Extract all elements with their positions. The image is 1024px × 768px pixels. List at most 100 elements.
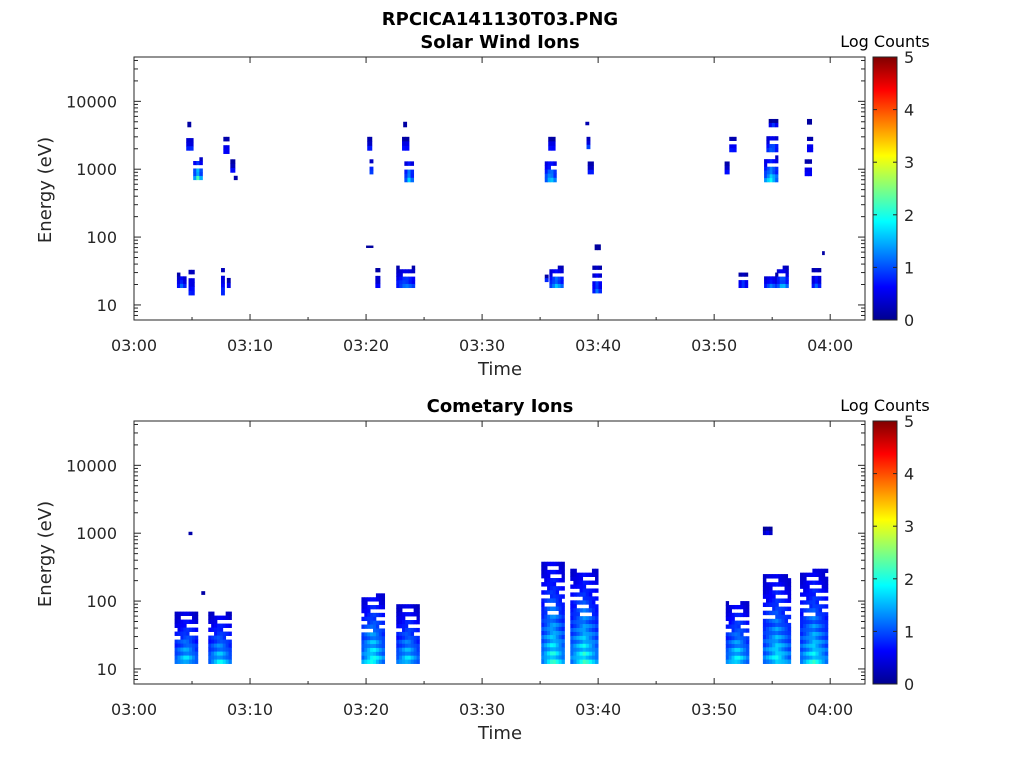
heatmap-cell: [731, 616, 735, 622]
heatmap-cell: [219, 635, 224, 640]
heatmap-cell: [550, 161, 554, 166]
heatmap-cell: [595, 655, 599, 661]
heatmap-cell: [775, 155, 779, 160]
heatmap-cell: [561, 573, 565, 579]
heatmap-cell: [180, 635, 184, 640]
x-tick-label: 03:40: [575, 336, 621, 355]
heatmap-cell: [407, 612, 412, 617]
heatmap-cell: [579, 588, 584, 593]
heatmap-cell: [370, 659, 374, 664]
heatmap-cell: [404, 623, 409, 629]
heatmap-cell: [582, 592, 587, 597]
heatmap-cell: [579, 608, 584, 613]
heatmap-cell: [579, 584, 584, 589]
heatmap-cell: [552, 651, 557, 656]
heatmap-cell: [405, 269, 409, 274]
heatmap-cell: [743, 620, 747, 625]
heatmap-cell: [367, 620, 371, 625]
heatmap-cell: [772, 276, 776, 281]
heatmap-cell: [740, 655, 744, 661]
heatmap-cell: [541, 626, 545, 632]
x-axis-label: Time: [477, 723, 522, 744]
heatmap-cell: [373, 632, 377, 637]
heatmap-cell: [821, 631, 826, 637]
heatmap-cell: [781, 655, 785, 660]
heatmap-cell: [364, 624, 368, 629]
heatmap-cell: [588, 572, 593, 577]
heatmap-cell: [547, 586, 551, 591]
heatmap-cell: [824, 624, 829, 629]
heatmap-cell: [746, 647, 750, 653]
y-tick-label: 1000: [76, 160, 117, 179]
heatmap-cell: [765, 598, 770, 603]
heatmap-cell: [547, 659, 551, 664]
heatmap-cell: [189, 647, 193, 652]
heatmap-cell: [208, 659, 212, 664]
heatmap-cell: [764, 170, 768, 175]
heatmap-cell: [769, 602, 773, 608]
heatmap-cell: [174, 611, 178, 616]
heatmap-cell: [818, 588, 823, 593]
heatmap-cell: [196, 168, 200, 173]
heatmap-cell: [781, 622, 785, 628]
heatmap-cell: [591, 643, 596, 649]
x-tick-label: 03:10: [227, 336, 273, 355]
heatmap-cell: [194, 615, 199, 620]
heatmap-cell: [818, 655, 823, 661]
heatmap-cell: [778, 622, 782, 628]
heatmap-cell: [411, 280, 416, 285]
heatmap-cell: [225, 623, 229, 628]
heatmap-cell: [775, 643, 779, 648]
heatmap-cell: [787, 582, 792, 587]
heatmap-cell: [576, 608, 580, 613]
heatmap-cell: [809, 655, 813, 661]
heatmap-cell: [396, 631, 400, 637]
heatmap-cell: [404, 612, 409, 617]
heatmap-cell: [771, 122, 776, 128]
heatmap-cell: [815, 580, 819, 585]
heatmap-cell: [570, 572, 574, 577]
heatmap-cell: [174, 647, 178, 652]
heatmap-cell: [800, 624, 804, 629]
heatmap-cell: [189, 627, 193, 632]
heatmap-cell: [558, 655, 562, 660]
heatmap-cell: [800, 580, 804, 585]
heatmap-cell: [778, 655, 782, 660]
heatmap-cell: [552, 643, 557, 648]
x-axis-label: Time: [477, 359, 522, 380]
heatmap-cell: [775, 639, 779, 644]
heatmap-cell: [800, 576, 804, 581]
heatmap-cell: [553, 177, 557, 183]
heatmap-cell: [547, 161, 551, 166]
heatmap-cell: [557, 276, 561, 281]
heatmap-cell: [576, 651, 580, 657]
heatmap-cell: [595, 635, 599, 641]
heatmap-cell: [809, 596, 813, 601]
heatmap-cell: [778, 606, 782, 612]
heatmap-cell: [818, 596, 823, 601]
heatmap-cell: [803, 588, 807, 593]
heatmap-cell: [396, 269, 400, 274]
heatmap-cell: [724, 165, 728, 171]
heatmap-cell: [228, 611, 232, 616]
heatmap-cell: [772, 651, 776, 656]
heatmap-cell: [228, 647, 232, 652]
heatmap-cell: [407, 639, 412, 645]
heatmap-cell: [787, 622, 792, 628]
heatmap-cell: [407, 620, 412, 625]
heatmap-cell: [815, 596, 819, 601]
heatmap-cell: [779, 283, 784, 289]
heatmap-cell: [174, 623, 178, 628]
heatmap-cell: [772, 174, 776, 179]
heatmap-cell: [590, 161, 594, 167]
heatmap-cell: [728, 659, 732, 664]
heatmap-cell: [561, 651, 565, 656]
heatmap-cell: [769, 590, 773, 595]
heatmap-cell: [573, 627, 577, 633]
heatmap-cell: [576, 580, 580, 585]
heatmap-cell: [544, 573, 548, 579]
heatmap-cell: [228, 655, 232, 660]
heatmap-cell: [552, 614, 557, 620]
heatmap-cell: [410, 651, 415, 657]
heatmap-cell: [180, 280, 184, 285]
